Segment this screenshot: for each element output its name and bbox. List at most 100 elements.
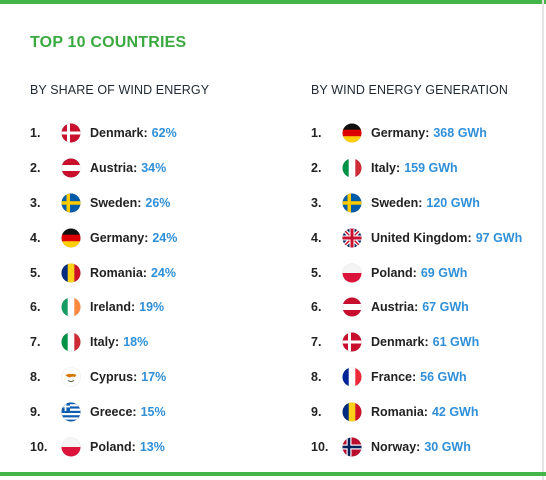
country-name: Germany: (371, 126, 430, 141)
list-item: 2. Italy: 159 GWh (311, 151, 541, 186)
list-item: 2. Austria: 34% (30, 151, 280, 186)
country-value: 30 GWh (424, 439, 471, 454)
rank: 3. (30, 195, 41, 210)
country-value: 368 GWh (433, 126, 487, 141)
country-name: Ireland: (90, 300, 136, 315)
list-item: 1. Denmark: 62% (30, 116, 280, 151)
poland-flag-icon (61, 436, 81, 457)
generation-list: 1. Germany: 368 GWh 2. Italy: 159 GWh 3. Swed… (311, 116, 541, 464)
denmark-flag-icon (61, 123, 81, 144)
country-name: Greece: (90, 404, 137, 419)
country-value: 56 GWh (420, 369, 467, 384)
country-name: Norway: (371, 439, 421, 454)
country-value: 15% (140, 404, 166, 419)
list-item: 4. United Kingdom: 97 GWh (311, 220, 541, 255)
list-item: 3. Sweden: 120 GWh (311, 186, 541, 221)
list-item: 3. Sweden: 26% (30, 186, 280, 221)
top-accent-bar (0, 0, 546, 4)
italy-flag-icon (61, 332, 81, 352)
country-name: Denmark: (90, 126, 148, 141)
rank: 3. (311, 195, 322, 210)
austria-flag-icon (342, 297, 362, 318)
country-name: Sweden: (371, 195, 423, 210)
rank: 7. (311, 335, 322, 350)
rank: 4. (30, 230, 41, 245)
ireland-flag-icon (61, 297, 81, 318)
greece-flag-icon (61, 401, 81, 422)
country-value: 24% (152, 230, 178, 245)
bottom-accent-bar (0, 472, 546, 476)
country-name: Italy: (90, 335, 120, 350)
country-value: 159 GWh (404, 161, 458, 176)
right-border (542, 0, 544, 480)
list-item: 5. Poland: 69 GWh (311, 255, 541, 290)
country-value: 19% (139, 300, 165, 315)
country-value: 24% (150, 265, 176, 280)
list-item: 6. Ireland: 19% (30, 290, 280, 325)
list-item: 5. Romania: 24% (30, 255, 280, 290)
country-value: 120 GWh (426, 195, 480, 210)
list-item: 6. Austria: 67 GWh (311, 290, 541, 325)
country-name: United Kingdom: (371, 230, 472, 245)
country-name: Romania: (371, 404, 428, 419)
country-name: France: (371, 369, 417, 384)
rank: 6. (311, 300, 322, 315)
generation-column-heading: BY WIND ENERGY GENERATION (311, 83, 508, 97)
country-value: 61 GWh (432, 335, 480, 350)
sweden-flag-icon (342, 193, 362, 213)
rank: 2. (311, 161, 322, 176)
country-value: 13% (139, 439, 165, 454)
page-title: TOP 10 COUNTRIES (30, 34, 187, 51)
rank: 4. (311, 230, 322, 245)
rank: 1. (30, 126, 41, 141)
austria-flag-icon (61, 158, 81, 178)
denmark-flag-icon (342, 332, 362, 352)
rank: 8. (30, 369, 41, 384)
generation-column: BY WIND ENERGY GENERATION 1. Germany: 368 … (311, 80, 541, 464)
rank: 10. (30, 439, 48, 454)
country-name: Italy: (371, 161, 401, 176)
list-item: 7. Italy: 18% (30, 325, 280, 360)
uk-flag-icon (342, 227, 362, 248)
country-name: Romania: (90, 265, 147, 280)
rank: 7. (30, 335, 41, 350)
list-item: 10. Norway: 30 GWh (311, 429, 541, 464)
list-item: 8. France: 56 GWh (311, 360, 541, 395)
rank: 5. (311, 265, 322, 280)
rank: 8. (311, 369, 322, 384)
romania-flag-icon (342, 401, 362, 422)
country-name: Poland: (371, 265, 417, 280)
rank: 9. (311, 404, 322, 419)
country-name: Germany: (90, 230, 149, 245)
share-list: 1. Denmark: 62% 2. Austria: 34% 3. Sweden: 26%… (30, 116, 280, 464)
country-name: Cyprus: (90, 369, 138, 384)
italy-flag-icon (342, 158, 362, 178)
list-item: 9. Greece: 15% (30, 394, 280, 429)
country-name: Poland: (90, 439, 136, 454)
rank: 1. (311, 126, 322, 141)
rank: 6. (30, 300, 41, 315)
list-item: 1. Germany: 368 GWh (311, 116, 541, 151)
country-name: Austria: (371, 300, 419, 315)
country-value: 69 GWh (420, 265, 468, 280)
rank: 9. (30, 404, 41, 419)
country-value: 67 GWh (422, 300, 469, 315)
list-item: 9. Romania: 42 GWh (311, 394, 541, 429)
country-value: 97 GWh (475, 230, 523, 245)
rank: 2. (30, 161, 41, 176)
country-value: 17% (141, 369, 167, 384)
share-column: BY SHARE OF WIND ENERGY 1. Denmark: 62% 2.… (30, 80, 280, 464)
romania-flag-icon (61, 262, 81, 283)
country-value: 18% (123, 335, 149, 350)
country-name: Sweden: (90, 195, 142, 210)
france-flag-icon (342, 367, 362, 387)
cyprus-flag-icon (61, 367, 81, 387)
share-column-heading: BY SHARE OF WIND ENERGY (30, 83, 210, 97)
poland-flag-icon (342, 262, 362, 283)
list-item: 10. Poland: 13% (30, 429, 280, 464)
country-value: 42 GWh (431, 404, 479, 419)
list-item: 8. Cyprus: 17% (30, 360, 280, 395)
country-value: 62% (151, 126, 177, 141)
country-value: 34% (141, 161, 167, 176)
sweden-flag-icon (61, 193, 81, 213)
